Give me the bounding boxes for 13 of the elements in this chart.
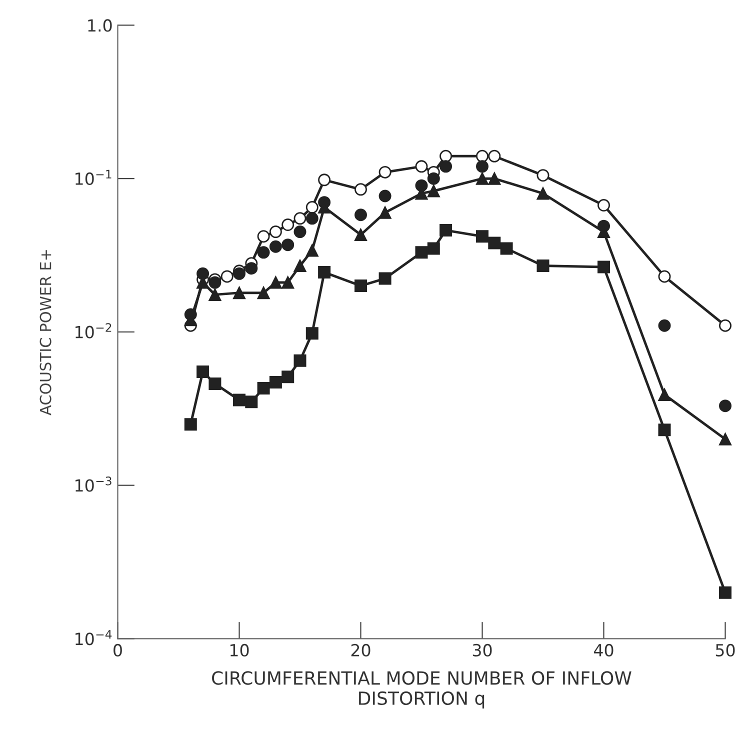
y-axis-title: ACOUSTIC POWER E+ <box>40 250 52 416</box>
y-tick-label: 1.0 <box>88 19 112 32</box>
y-tick-label: 10$^{−2}$ <box>76 323 112 338</box>
x-axis-title: CIRCUMFERENTIAL MODE NUMBER OF INFLOW DISTORTION q <box>212 671 632 709</box>
y-tick-label: 10$^{−4}$ <box>76 630 112 646</box>
x-tick-label: 50 <box>716 644 735 657</box>
x-tick-label: 40 <box>594 644 614 657</box>
x-tick-label: 10 <box>230 644 249 657</box>
x-tick-label: 20 <box>351 644 370 657</box>
x-tick-label: 30 <box>472 644 492 657</box>
x-tick-label: 0 <box>114 644 122 657</box>
y-tick-label: 10$^{−1}$ <box>76 170 112 186</box>
y-tick-label: 10$^{−3}$ <box>76 476 112 492</box>
